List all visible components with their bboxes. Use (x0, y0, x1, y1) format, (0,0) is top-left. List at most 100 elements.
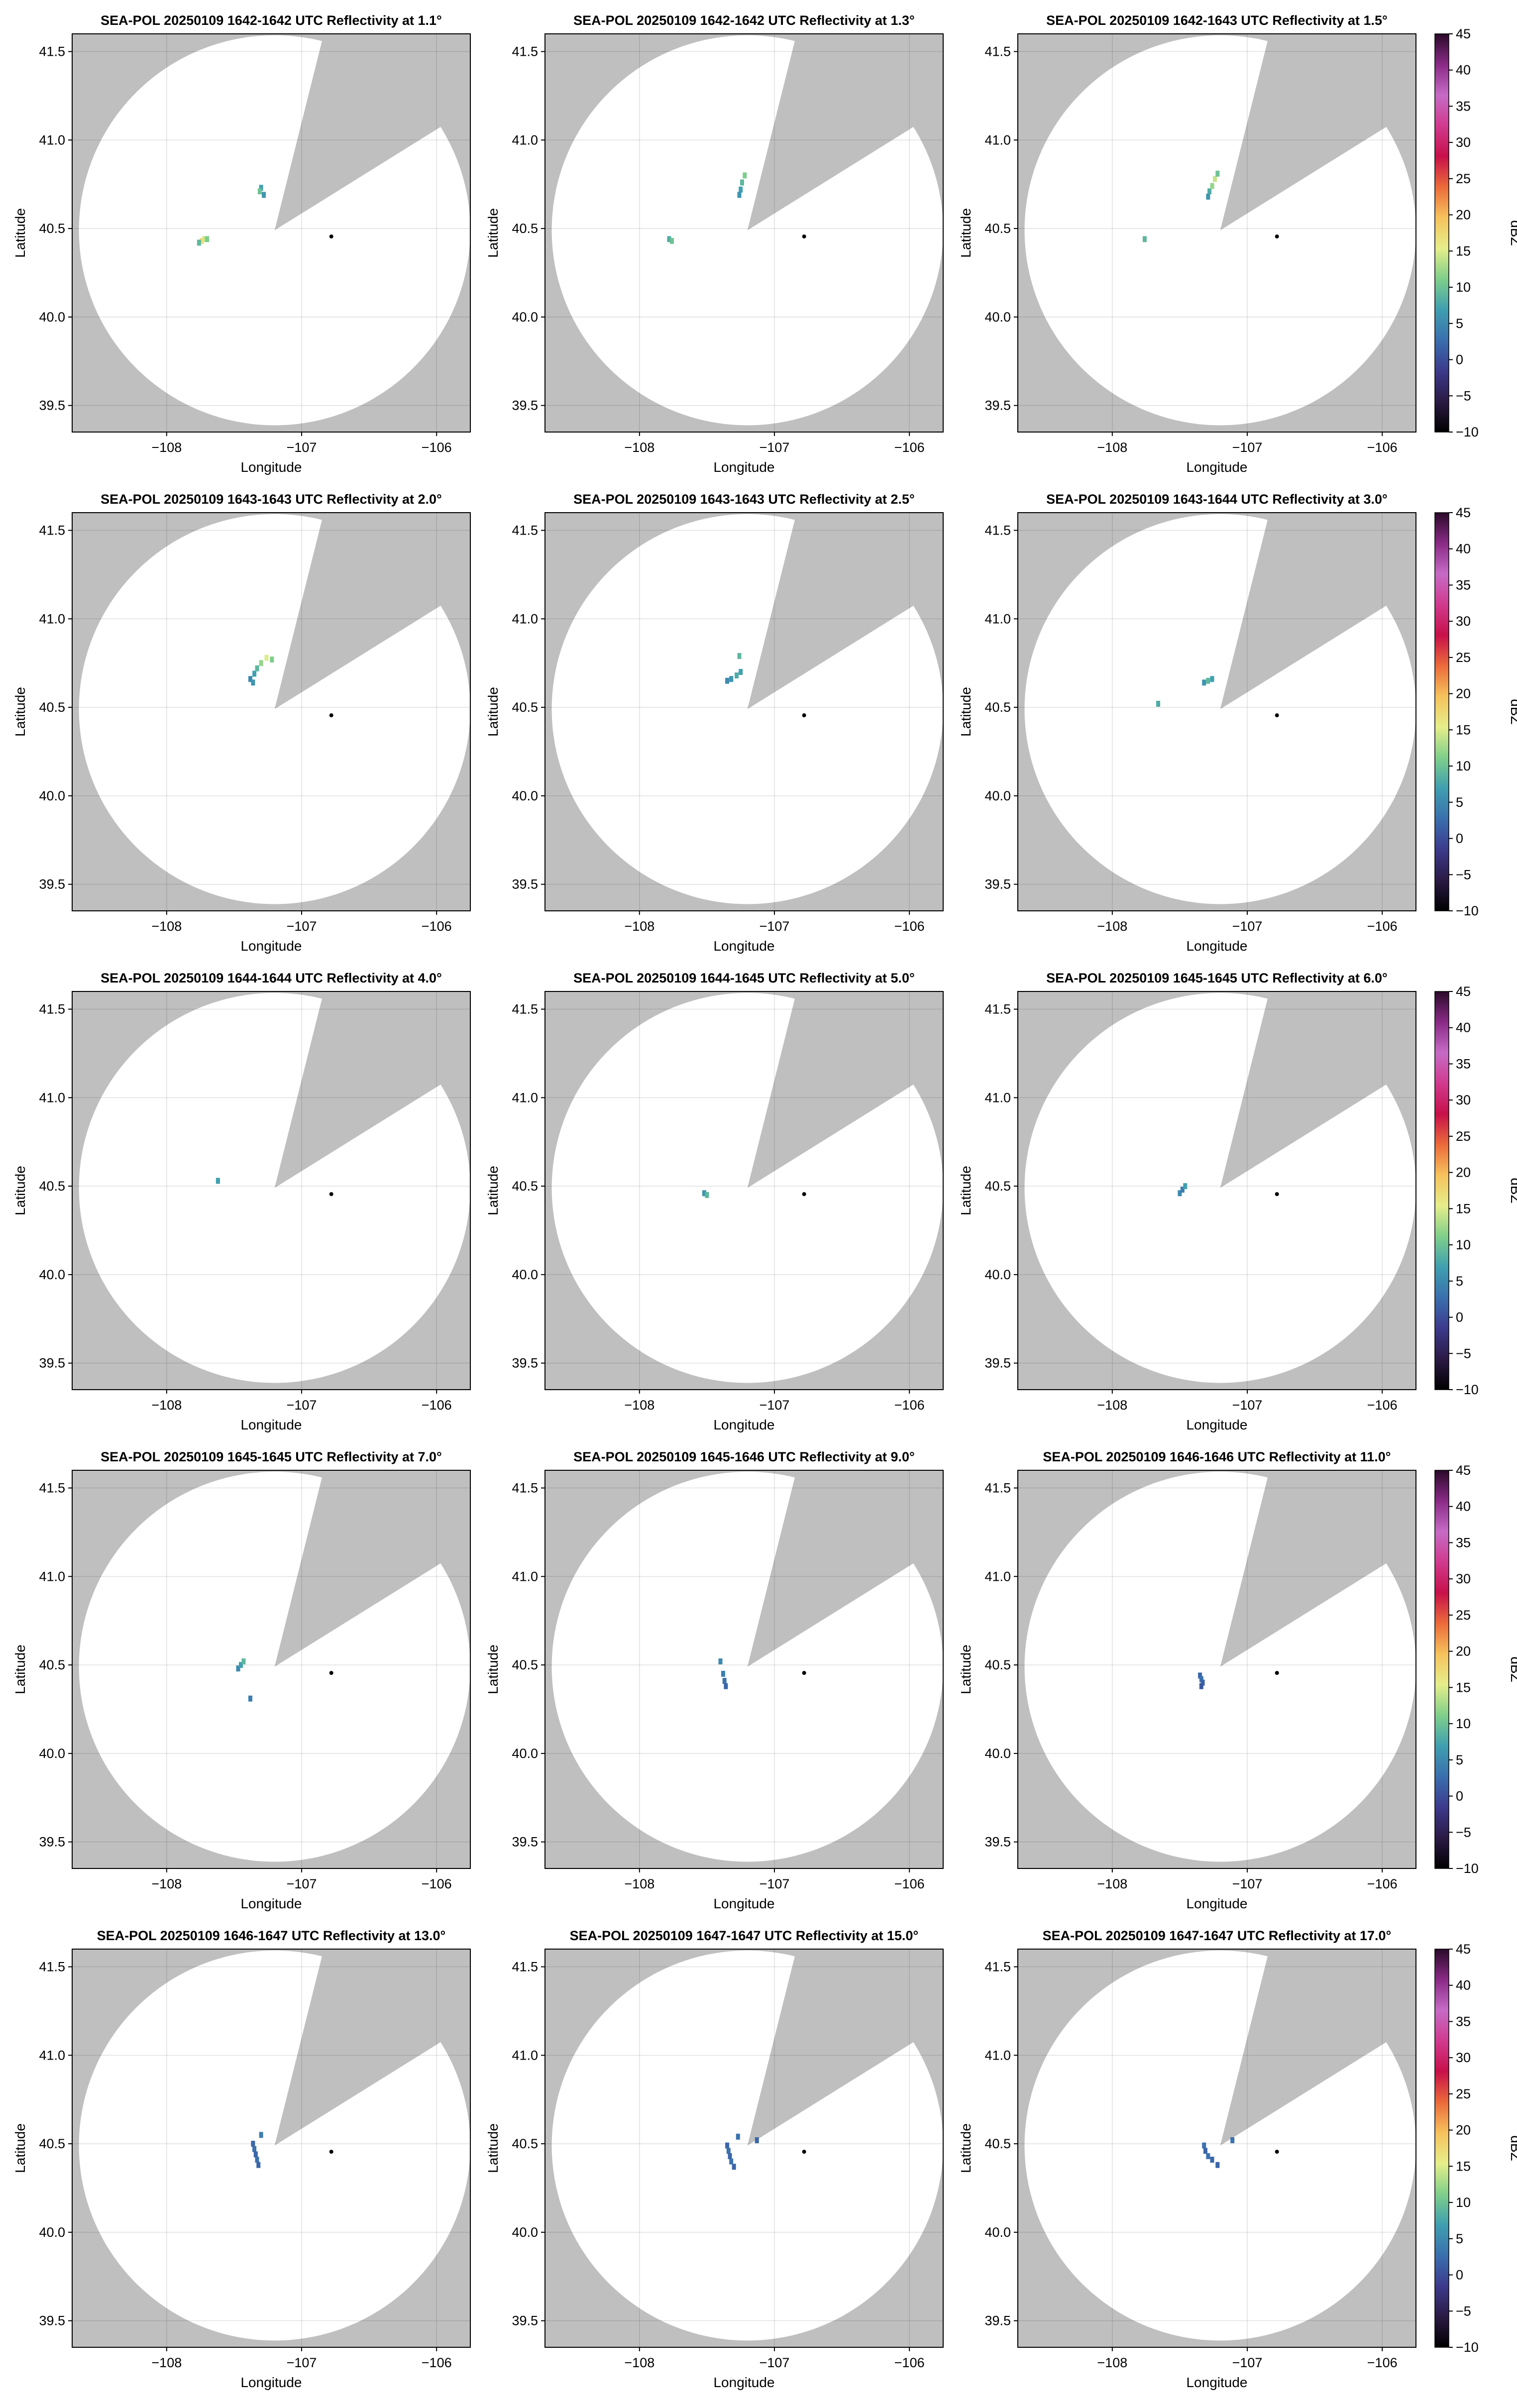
colorbar-gradient (1435, 1470, 1449, 1868)
colorbar-tick-label: 25 (1456, 2086, 1471, 2101)
colorbar-tick-label: −5 (1456, 867, 1471, 882)
x-tick-label: −108 (1097, 2355, 1127, 2370)
y-tick-label: 40.0 (984, 310, 1011, 325)
x-axis-label: Longitude (240, 2375, 302, 2390)
y-tick-label: 41.5 (512, 1002, 538, 1017)
y-tick-label: 41.0 (512, 132, 538, 147)
radar-panel: SEA-POL 20250109 1642-1642 UTC Reflectiv… (12, 13, 471, 475)
plot-area (72, 991, 470, 1390)
colorbar-tick-label: 0 (1456, 1789, 1463, 1804)
x-axis-label: Longitude (1186, 2375, 1247, 2390)
panel-title: SEA-POL 20250109 1643-1644 UTC Reflectiv… (1046, 492, 1388, 507)
radar-panel: SEA-POL 20250109 1642-1643 UTC Reflectiv… (958, 13, 1517, 475)
colorbar-tick-label: 30 (1456, 614, 1471, 629)
x-tick-label: −107 (287, 440, 317, 455)
echo-point (259, 660, 263, 666)
radar-panel: SEA-POL 20250109 1644-1645 UTC Reflectiv… (485, 971, 944, 1432)
colorbar-tick-label: −5 (1456, 388, 1471, 403)
y-tick-label: 41.0 (39, 132, 65, 147)
y-tick-label: 40.5 (984, 700, 1011, 715)
x-tick-label: −107 (287, 919, 317, 934)
echo-point (1210, 2157, 1214, 2163)
echo-point (724, 1683, 728, 1689)
colorbar-tick-label: 0 (1456, 2268, 1463, 2283)
site-marker (802, 2150, 806, 2154)
y-tick-label: 41.0 (984, 611, 1011, 626)
plot-area (545, 991, 943, 1390)
colorbar-tick-label: 20 (1456, 686, 1471, 701)
plot-frame (1017, 1949, 1416, 2348)
y-axis-label: Latitude (485, 687, 501, 737)
colorbar-frame (1434, 1470, 1449, 1869)
echo-point (718, 1658, 723, 1664)
x-tick-label: −107 (287, 2355, 317, 2370)
x-tick-label: −108 (624, 1398, 654, 1413)
colorbar-tick-label: 20 (1456, 1644, 1471, 1659)
radar-coverage (1024, 1471, 1416, 1862)
echo-point (1206, 194, 1210, 200)
colorbar: −10 −5 0 5 10 15 20 25 30 35 40 45 dBZ (1434, 1942, 1517, 2355)
echo-point (755, 2137, 759, 2143)
y-tick-label: 40.0 (512, 310, 538, 325)
echo-point (255, 665, 259, 671)
plot-area (1018, 1470, 1416, 1868)
y-tick-label: 40.0 (984, 1746, 1011, 1761)
y-tick-label: 41.0 (39, 1090, 65, 1105)
plot-frame (544, 991, 944, 1390)
x-tick-label: −108 (151, 1876, 182, 1891)
echo-point (1203, 2148, 1207, 2154)
echo-point (1210, 183, 1214, 189)
radar-panel: SEA-POL 20250109 1646-1646 UTC Reflectiv… (958, 1449, 1517, 1911)
y-tick-label: 40.5 (39, 700, 65, 715)
y-tick-label: 39.5 (512, 1835, 538, 1850)
site-marker (329, 713, 333, 718)
y-axis-label: Latitude (958, 2123, 974, 2173)
echo-point (251, 679, 255, 686)
y-tick-label: 41.0 (512, 1090, 538, 1105)
plot-frame (544, 33, 944, 433)
y-axis-label: Latitude (485, 2123, 501, 2173)
y-axis-label: Latitude (12, 687, 28, 737)
colorbar-tick-label: 35 (1456, 1056, 1471, 1071)
radar-panel: SEA-POL 20250109 1647-1647 UTC Reflectiv… (958, 1928, 1517, 2390)
y-tick-label: 41.5 (984, 1960, 1011, 1974)
site-marker (1275, 713, 1279, 718)
radar-panel: SEA-POL 20250109 1645-1645 UTC Reflectiv… (958, 971, 1517, 1432)
y-tick-label: 41.0 (39, 2048, 65, 2063)
echo-point (1183, 1183, 1188, 1190)
echo-point (255, 2157, 259, 2163)
site-marker (329, 2150, 333, 2154)
plot-area (72, 1949, 470, 2347)
x-axis-label: Longitude (1186, 459, 1247, 475)
site-marker (802, 713, 806, 718)
radar-panel: SEA-POL 20250109 1645-1646 UTC Reflectiv… (485, 1449, 944, 1911)
colorbar-tick-label: 25 (1456, 171, 1471, 186)
radar-panel: SEA-POL 20250109 1647-1647 UTC Reflectiv… (485, 1928, 944, 2390)
x-tick-label: −108 (624, 440, 654, 455)
x-axis-label: Longitude (713, 1417, 774, 1432)
x-tick-label: −107 (759, 2355, 790, 2370)
x-tick-label: −106 (422, 1398, 452, 1413)
panel-title: SEA-POL 20250109 1645-1645 UTC Reflectiv… (1046, 971, 1388, 985)
colorbar-frame (1434, 991, 1449, 1390)
colorbar-tick-label: 10 (1456, 1237, 1471, 1252)
colorbar-frame (1434, 1949, 1449, 2348)
colorbar: −10 −5 0 5 10 15 20 25 30 35 40 45 dBZ (1434, 26, 1517, 439)
x-tick-label: −108 (151, 440, 182, 455)
colorbar-tick-label: 25 (1456, 650, 1471, 665)
echo-point (1207, 188, 1212, 195)
y-tick-label: 40.5 (512, 2136, 538, 2151)
x-axis-label: Longitude (240, 938, 302, 954)
y-tick-label: 40.0 (39, 788, 65, 803)
radar-coverage (551, 1471, 943, 1862)
echo-point (1210, 676, 1214, 682)
x-tick-label: −106 (1367, 919, 1398, 934)
plot-frame (544, 1470, 944, 1869)
panel-title: SEA-POL 20250109 1642-1642 UTC Reflectiv… (101, 13, 442, 28)
colorbar-tick-label: −10 (1456, 425, 1479, 439)
site-marker (1275, 1192, 1279, 1197)
plot-area (545, 34, 943, 432)
x-axis-label: Longitude (240, 1417, 302, 1432)
colorbar-gradient (1435, 991, 1449, 1390)
x-tick-label: −108 (1097, 440, 1127, 455)
